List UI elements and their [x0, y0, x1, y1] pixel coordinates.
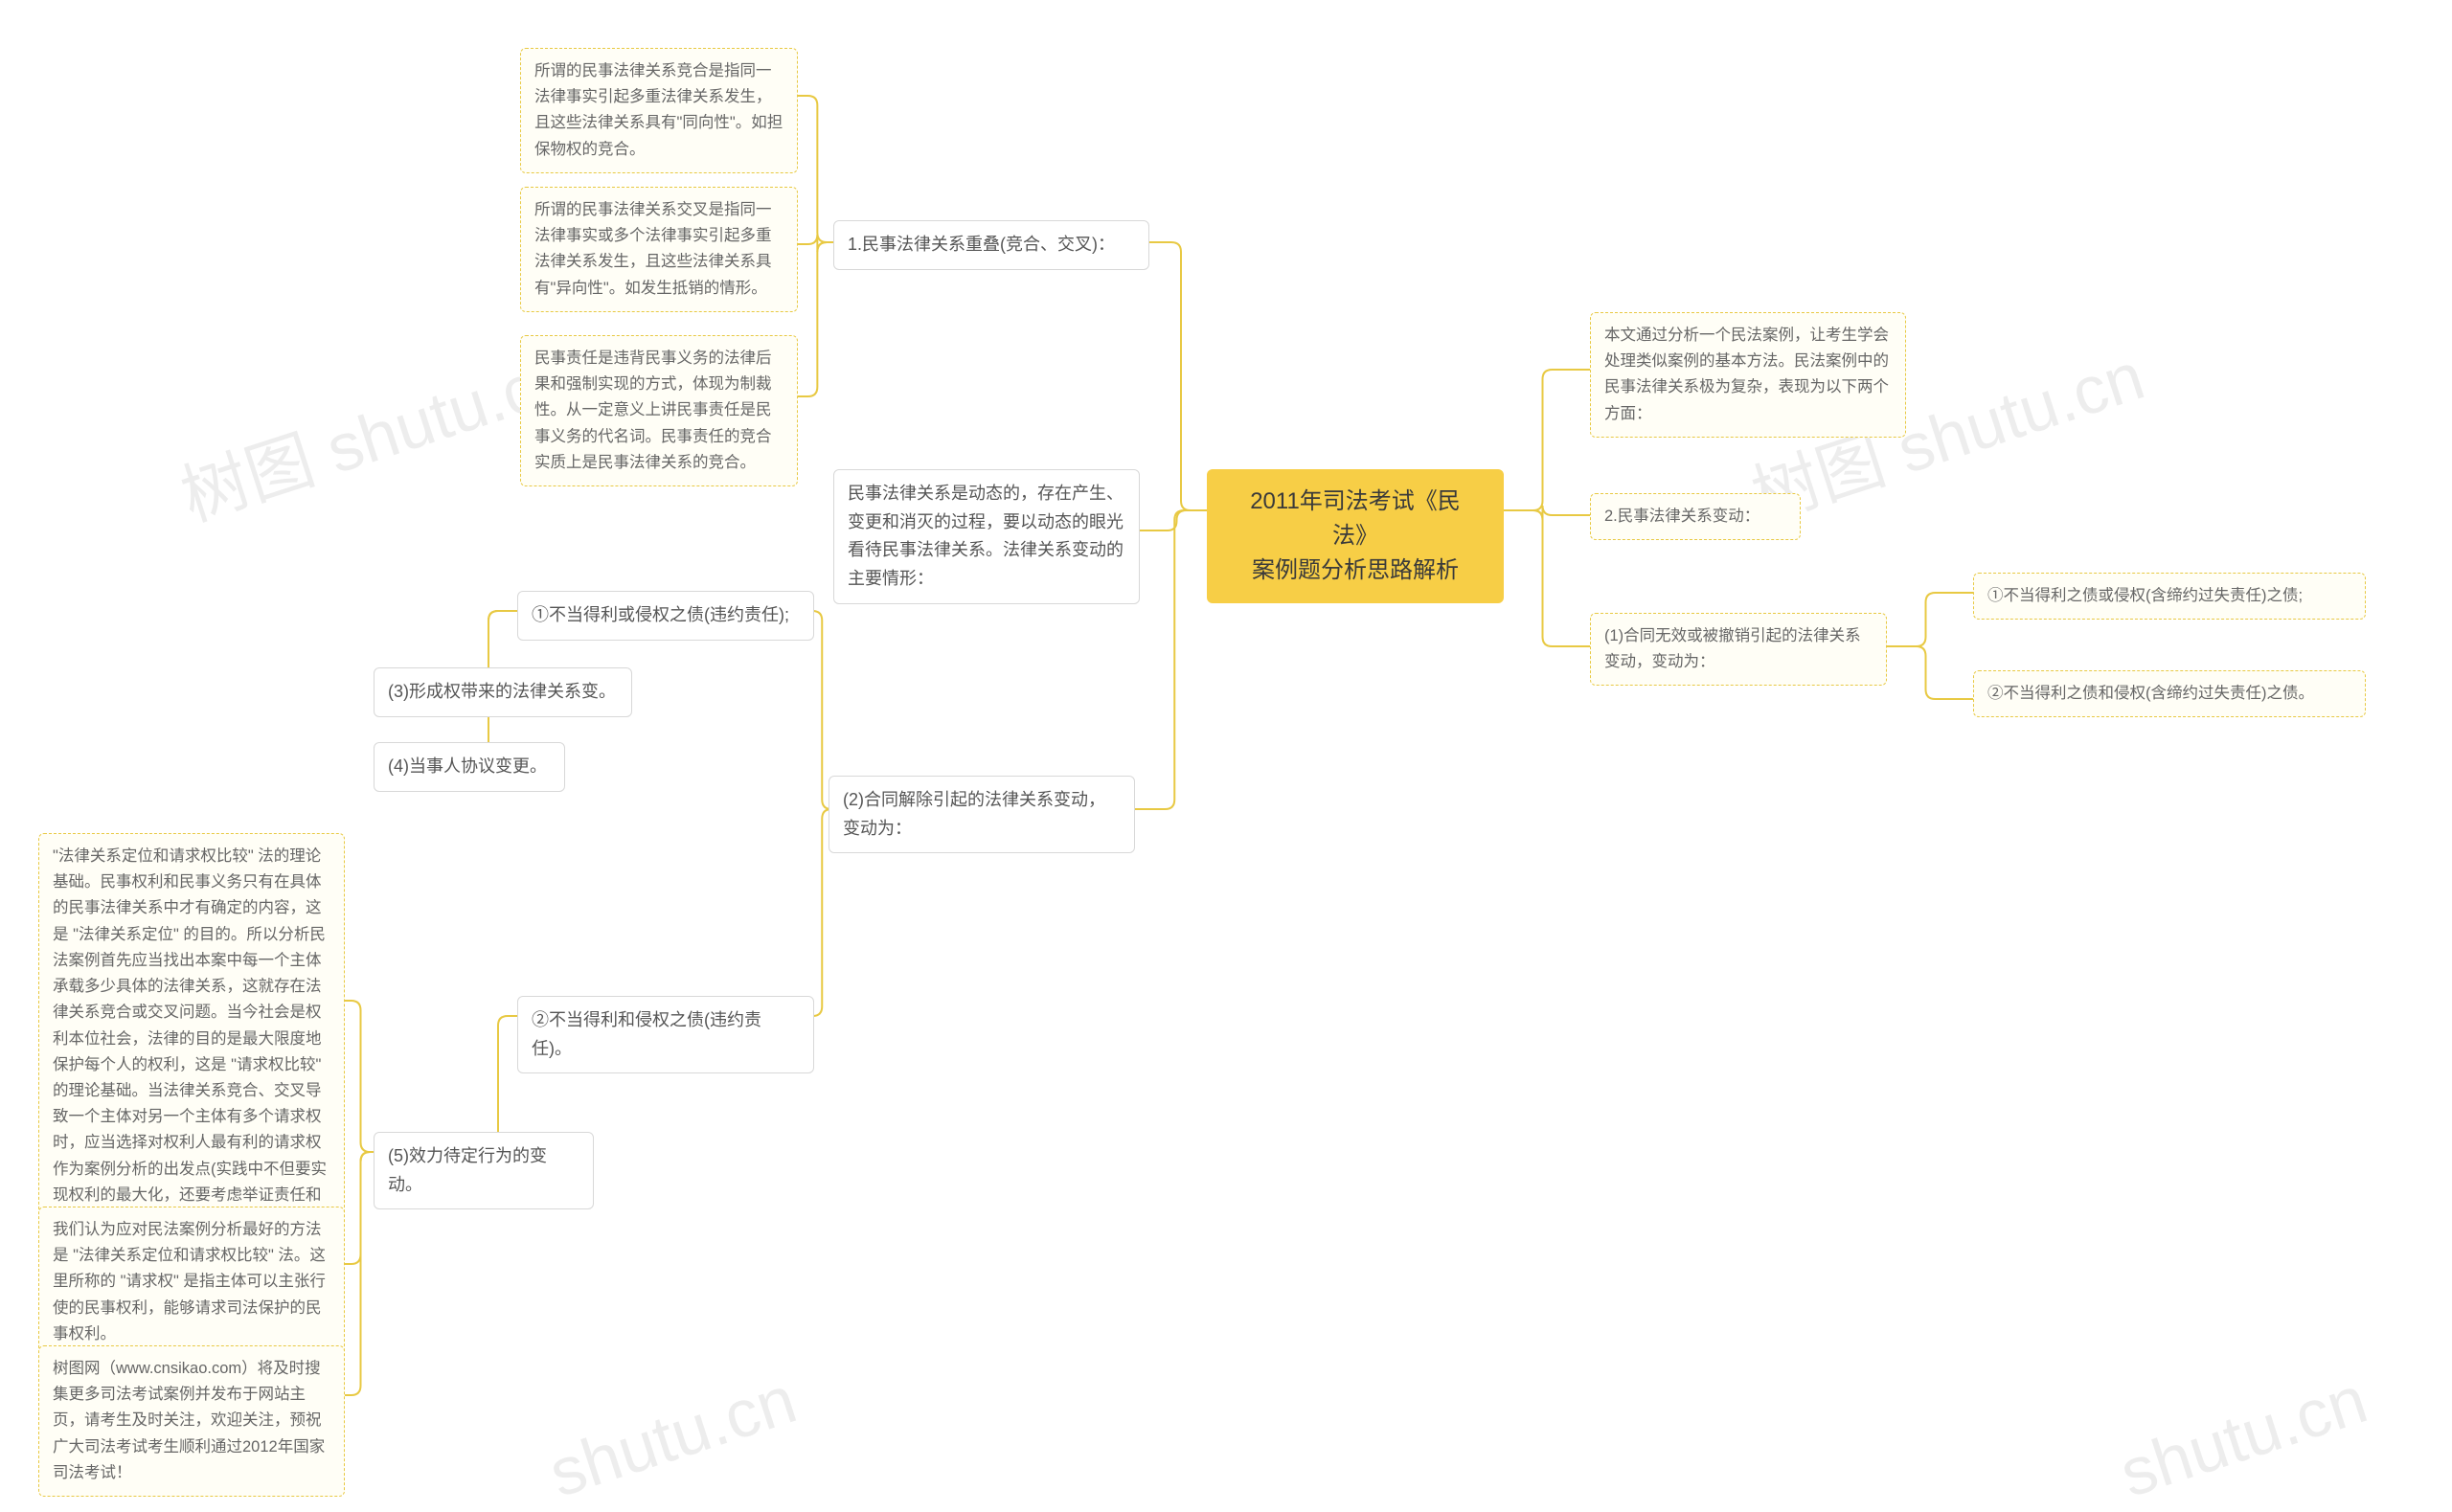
node-l4: (3)形成权带来的法律关系变。 [374, 667, 632, 717]
node-l6b: 我们认为应对民法案例分析最好的方法是 "法律关系定位和请求权比较" 法。这里所称… [38, 1207, 345, 1358]
node-r3a: ①不当得利之债或侵权(含缔约过失责任)之债; [1973, 573, 2366, 620]
node-r3b: ②不当得利之债和侵权(含缔约过失责任)之债。 [1973, 670, 2366, 717]
node-l5: (4)当事人协议变更。 [374, 742, 565, 792]
node-l1c: 民事责任是违背民事义务的法律后果和强制实现的方式，体现为制裁性。从一定意义上讲民… [520, 335, 798, 486]
node-l6c: 树图网（www.cnsikao.com）将及时搜集更多司法考试案例并发布于网站主… [38, 1345, 345, 1497]
node-r3: (1)合同无效或被撤销引起的法律关系变动，变动为： [1590, 613, 1887, 686]
node-l3: (2)合同解除引起的法律关系变动，变动为： [829, 776, 1135, 853]
node-l6a: "法律关系定位和请求权比较" 法的理论基础。民事权利和民事义务只有在具体的民事法… [38, 833, 345, 1272]
watermark: shutu.cn [540, 1361, 805, 1512]
watermark: shutu.cn [2111, 1361, 2375, 1512]
node-l1a: 所谓的民事法律关系竞合是指同一法律事实引起多重法律关系发生，且这些法律关系具有"… [520, 48, 798, 173]
node-r2: 2.民事法律关系变动： [1590, 493, 1801, 540]
node-l3b: ②不当得利和侵权之债(违约责任)。 [517, 996, 814, 1073]
node-l2: 民事法律关系是动态的，存在产生、变更和消灭的过程，要以动态的眼光看待民事法律关系… [833, 469, 1140, 604]
node-l1b: 所谓的民事法律关系交叉是指同一法律事实或多个法律事实引起多重法律关系发生，且这些… [520, 187, 798, 312]
node-r1: 本文通过分析一个民法案例，让考生学会处理类似案例的基本方法。民法案例中的民事法律… [1590, 312, 1906, 438]
node-l6: (5)效力待定行为的变动。 [374, 1132, 594, 1209]
root-node: 2011年司法考试《民法》案例题分析思路解析 [1207, 469, 1504, 603]
node-l3a: ①不当得利或侵权之债(违约责任); [517, 591, 814, 641]
node-l1: 1.民事法律关系重叠(竞合、交叉)： [833, 220, 1149, 270]
